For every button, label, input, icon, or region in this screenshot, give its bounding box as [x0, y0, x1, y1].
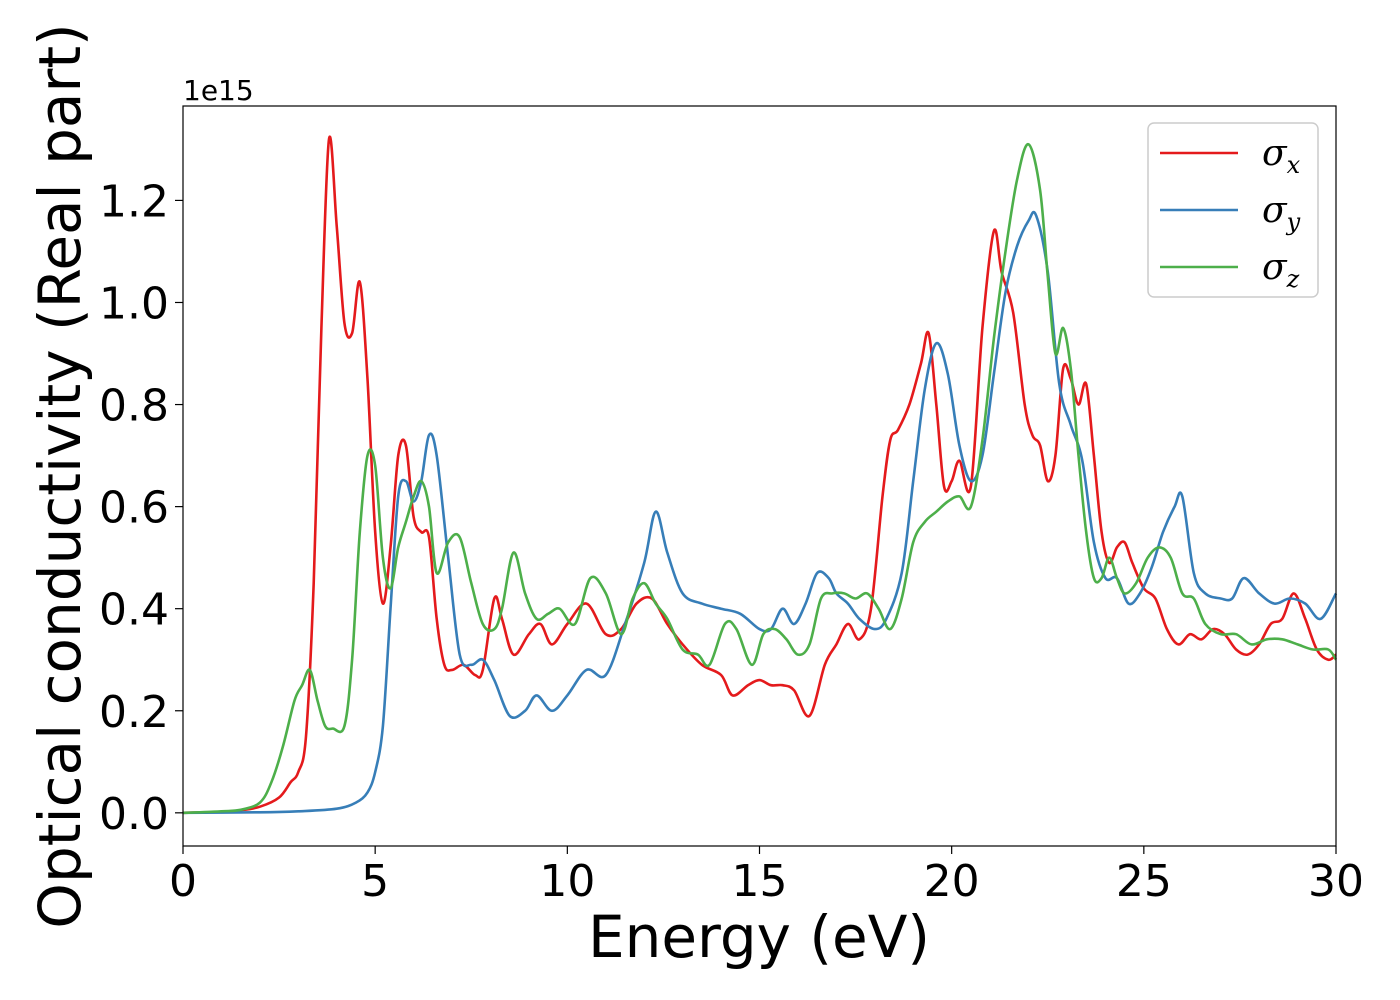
x-axis-label: Energy (eV): [588, 903, 930, 971]
x-axis-ticks: 0 5 10 15 20 25 30: [169, 846, 1364, 907]
x-tick-label: 15: [732, 856, 788, 907]
x-tick-label: 10: [539, 856, 595, 907]
x-tick-label: 5: [361, 856, 389, 907]
x-tick-label: 30: [1308, 856, 1364, 907]
y-axis-label: Optical conductivity (Real part): [26, 23, 94, 928]
legend-label-z: σz: [1262, 247, 1300, 293]
y-tick-label: 0.0: [99, 789, 169, 840]
x-tick-label: 25: [1116, 856, 1172, 907]
y-axis-ticks: 0.0 0.2 0.4 0.6 0.8 1.0 1.2: [99, 176, 183, 840]
x-tick-label: 20: [924, 856, 980, 907]
y-tick-label: 0.6: [99, 483, 169, 534]
y-offset-label: 1e15: [183, 74, 254, 107]
y-tick-label: 0.2: [99, 687, 169, 738]
series-line-y: [182, 210, 1338, 815]
series-line-z: [182, 143, 1338, 815]
series-lines: [182, 135, 1338, 815]
x-tick-label: 0: [169, 856, 197, 907]
y-tick-label: 1.0: [99, 278, 169, 329]
y-tick-label: 1.2: [99, 176, 169, 227]
y-tick-label: 0.4: [99, 585, 169, 636]
y-tick-label: 0.8: [99, 381, 169, 432]
